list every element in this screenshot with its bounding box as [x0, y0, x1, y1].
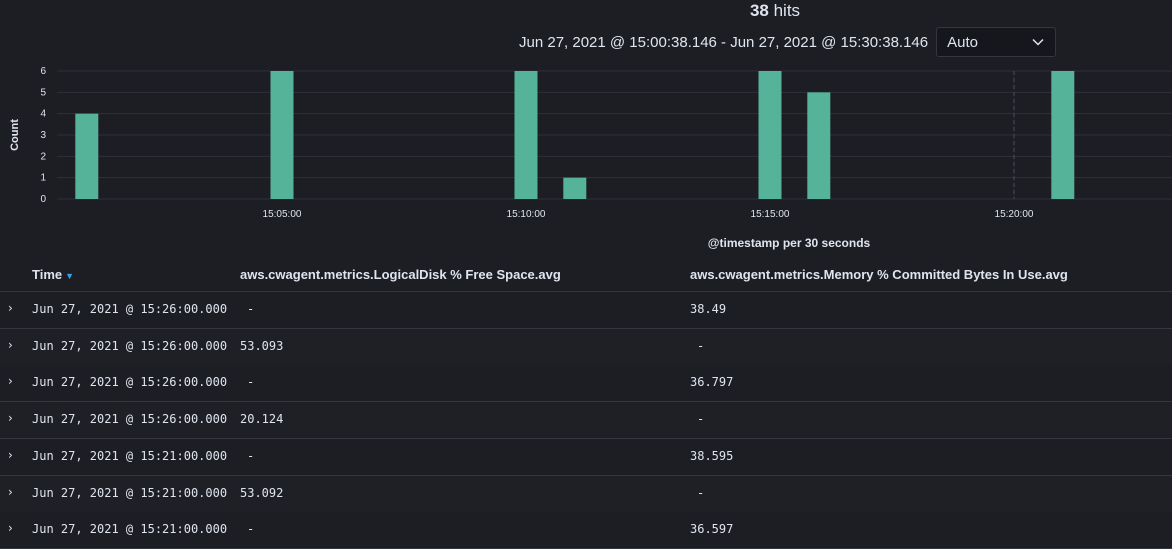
time-range-bar: Jun 27, 2021 @ 15:00:38.146 - Jun 27, 20…: [519, 27, 1057, 57]
cell-disk-free: 53.093: [240, 338, 284, 353]
y-tick-label: 0: [40, 194, 46, 205]
x-axis-label: @timestamp per 30 seconds: [708, 236, 871, 250]
interval-value: Auto: [947, 33, 978, 51]
histogram-bar: [807, 92, 831, 199]
cell-time: Jun 27, 2021 @ 15:21:00.000: [32, 448, 228, 463]
cell-disk-free: -: [247, 522, 255, 537]
histogram-chart: 0 1 2 3 4 5 6 15:05:00 15:10:00 15:15:00 15:20:00 C…: [0, 60, 1172, 255]
histogram-bar: [270, 71, 294, 199]
cell-memory-committed: -: [697, 338, 705, 353]
table-row[interactable]: › Jun 27, 2021 @ 15:26:00.000 - 38.49: [0, 292, 1172, 329]
expand-row-icon[interactable]: ›: [8, 484, 13, 499]
hits-count: 38 hits: [0, 1, 1172, 21]
table-row[interactable]: › Jun 27, 2021 @ 15:26:00.000 - 36.797: [0, 365, 1172, 403]
table-row[interactable]: › Jun 27, 2021 @ 15:26:00.000 20.124 -: [0, 402, 1172, 440]
y-tick-label: 3: [40, 130, 46, 141]
hits-label: hits: [773, 1, 801, 20]
cell-memory-committed: 38.595: [690, 448, 734, 463]
histogram-bar: [1051, 71, 1075, 199]
sort-desc-icon[interactable]: ▼: [65, 271, 75, 281]
cell-time: Jun 27, 2021 @ 15:26:00.000: [32, 375, 228, 390]
cell-disk-free: 20.124: [240, 412, 284, 427]
y-axis-label: Count: [9, 119, 21, 151]
expand-row-icon[interactable]: ›: [8, 374, 13, 389]
table-header: Time ▼ aws.cwagent.metrics.LogicalDisk % …: [0, 262, 1172, 292]
x-tick-label: 15:10:00: [507, 209, 546, 220]
cell-memory-committed: -: [697, 412, 705, 427]
histogram-bar: [563, 177, 587, 199]
cell-memory-committed: 38.49: [690, 302, 727, 316]
cell-disk-free: -: [247, 375, 255, 390]
y-tick-label: 4: [40, 109, 46, 120]
cell-time: Jun 27, 2021 @ 15:21:00.000: [32, 485, 228, 500]
histogram-bar: [758, 71, 782, 199]
expand-row-icon[interactable]: ›: [8, 301, 13, 315]
cell-disk-free: -: [247, 448, 255, 463]
chevron-down-icon: [1032, 38, 1044, 46]
x-tick-label: 15:20:00: [995, 209, 1034, 220]
column-header-disk[interactable]: aws.cwagent.metrics.LogicalDisk % Free S…: [240, 267, 561, 282]
expand-row-icon[interactable]: ›: [8, 411, 13, 426]
table-row[interactable]: › Jun 27, 2021 @ 15:21:00.000 53.092 -: [0, 475, 1172, 513]
time-range: Jun 27, 2021 @ 15:00:38.146 - Jun 27, 20…: [519, 33, 929, 51]
expand-row-icon[interactable]: ›: [8, 521, 13, 536]
x-tick-label: 15:15:00: [751, 209, 790, 220]
y-tick-label: 2: [40, 151, 46, 162]
histogram-bar: [514, 71, 538, 199]
y-tick-label: 1: [40, 173, 46, 184]
cell-time: Jun 27, 2021 @ 15:26:00.000: [32, 302, 228, 316]
cell-time: Jun 27, 2021 @ 15:21:00.000: [32, 522, 228, 537]
table-row[interactable]: › Jun 27, 2021 @ 15:21:00.000 - 38.595: [0, 438, 1172, 476]
y-tick-label: 5: [40, 87, 46, 98]
cell-disk-free: 53.092: [240, 485, 284, 500]
table-row[interactable]: › Jun 27, 2021 @ 15:21:00.000 - 36.597: [0, 512, 1172, 549]
column-header-memory[interactable]: aws.cwagent.metrics.Memory % Committed B…: [690, 267, 1068, 282]
expand-row-icon[interactable]: ›: [8, 447, 13, 462]
cell-time: Jun 27, 2021 @ 15:26:00.000: [32, 412, 228, 427]
expand-row-icon[interactable]: ›: [8, 337, 13, 352]
column-header-time[interactable]: Time ▼: [32, 267, 75, 282]
histogram-svg: 0 1 2 3 4 5 6 15:05:00 15:10:00 15:15:00 15:20:00 C…: [9, 66, 1172, 250]
x-tick-label: 15:05:00: [263, 209, 302, 220]
cell-memory-committed: -: [697, 485, 705, 500]
cell-disk-free: -: [247, 302, 255, 316]
histogram-bar: [75, 113, 99, 199]
cell-time: Jun 27, 2021 @ 15:26:00.000: [32, 338, 228, 353]
interval-select[interactable]: Auto: [936, 27, 1057, 57]
cell-memory-committed: 36.797: [690, 375, 734, 390]
cell-memory-committed: 36.597: [690, 522, 734, 537]
table-row[interactable]: › Jun 27, 2021 @ 15:26:00.000 53.093 -: [0, 328, 1172, 366]
hits-number: 38: [749, 1, 769, 20]
y-tick-label: 6: [40, 66, 46, 77]
